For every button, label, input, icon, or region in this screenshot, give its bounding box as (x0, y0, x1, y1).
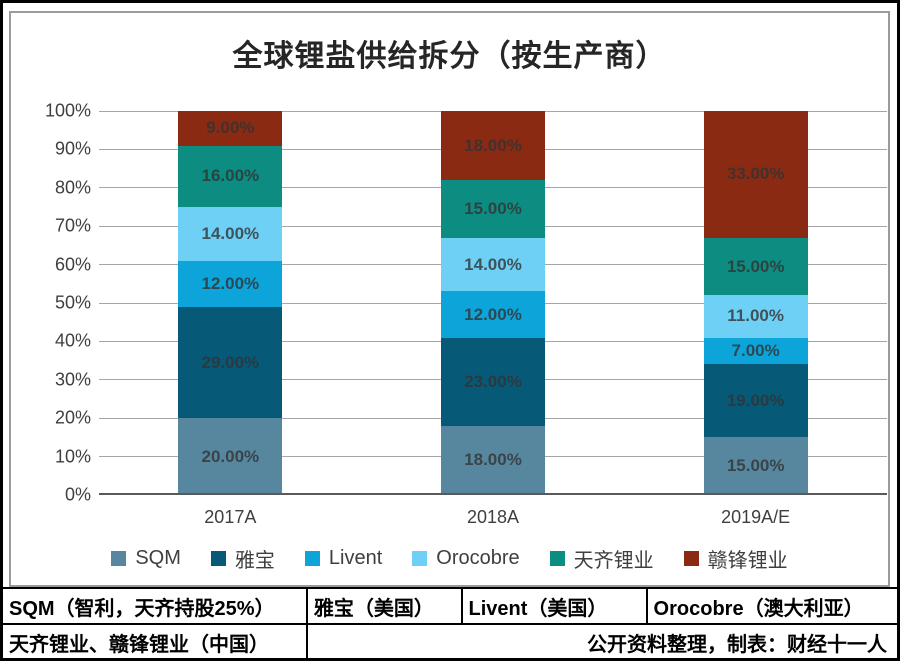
legend-item: 天齐锂业 (549, 544, 654, 573)
bar-segment: 7.00% (703, 337, 808, 365)
y-axis-label: 90% (54, 138, 91, 159)
bar-segment: 18.00% (441, 111, 545, 181)
bar-segment: 20.00% (178, 418, 283, 495)
bar-segment: 19.00% (703, 364, 808, 438)
y-axis-label: 40% (54, 330, 91, 351)
bar-segment-label: 15.00% (726, 256, 785, 276)
bar-segment: 23.00% (441, 337, 545, 426)
bar-segment-label: 14.00% (464, 254, 522, 274)
bar-segment-label: 9.00% (206, 118, 255, 138)
bar-segment-label: 33.00% (726, 164, 785, 184)
y-axis-label: 50% (54, 292, 91, 313)
legend-label: 赣锋锂业 (707, 550, 788, 572)
legend-swatch-icon (111, 551, 127, 566)
legend-swatch-icon (683, 551, 699, 566)
bar-segment-label: 11.00% (727, 306, 785, 326)
bar-segment-label: 23.00% (464, 371, 522, 391)
bar-segment: 14.00% (441, 237, 545, 292)
bar-segment-label: 15.00% (726, 456, 785, 476)
bar-segment-label: 12.00% (464, 304, 522, 324)
source-table: SQM（智利，天齐持股25%） 雅宝（美国） Livent（美国） Orocob… (3, 587, 897, 658)
x-axis-line (99, 493, 887, 495)
legend-swatch-icon (549, 551, 565, 566)
bar-segment: 14.00% (178, 207, 283, 261)
table-cell-yabao: 雅宝（美国） (308, 589, 463, 623)
bar-segment: 15.00% (703, 437, 808, 495)
bar-segment-label: 18.00% (464, 135, 522, 155)
bar-segment: 18.00% (441, 425, 545, 495)
bar-segment: 29.00% (178, 306, 283, 419)
gridline (99, 110, 887, 112)
chart-title: 全球锂盐供给拆分（按生产商） (232, 40, 667, 73)
bar-segment: 15.00% (441, 180, 545, 238)
table-cell-sqm: SQM（智利，天齐持股25%） (3, 589, 308, 623)
bar-segment-label: 19.00% (726, 390, 785, 410)
bar-segment-label: 15.00% (464, 198, 522, 218)
y-axis-label: 100% (44, 100, 91, 121)
table-cell-orocobre: Orocobre（澳大利亚） (653, 597, 864, 620)
bar-segment: 33.00% (703, 111, 808, 238)
x-axis-label: 2017A (204, 507, 257, 527)
table-row: SQM（智利，天齐持股25%） 雅宝（美国） Livent（美国） Orocob… (3, 589, 897, 625)
legend-label: SQM (135, 547, 181, 569)
legend-item: Livent (304, 547, 383, 570)
legend-label: Orocobre (436, 547, 520, 569)
x-axis-label: 2019A/E (721, 507, 791, 527)
chart-panel: 全球锂盐供给拆分（按生产商） 0% 10% 20% 30% 40% 50% 60% 70% 80… (9, 11, 890, 587)
bar-segment-label: 18.00% (464, 450, 522, 470)
bar-segment: 15.00% (703, 237, 808, 296)
bar-2018A: 18.00% 23.00% 12.00% 14.00% 15.00% 18.00% (441, 111, 545, 495)
plot-area: 0% 10% 20% 30% 40% 50% 60% 70% 80% 90% 100% 20.00% 2… (45, 101, 887, 527)
y-axis-label: 80% (54, 177, 91, 198)
bar-segment-label: 29.00% (201, 352, 260, 372)
legend-swatch-icon (210, 551, 226, 566)
table-cell-china-producers: 天齐锂业、赣锋锂业（中国） (3, 625, 308, 658)
bar-segment-label: 14.00% (201, 223, 260, 243)
table-cell-livent: Livent（美国） (463, 589, 648, 623)
bar-segment: 11.00% (703, 295, 808, 338)
x-axis-label: 2018A (466, 507, 520, 527)
table-cell-source-credit: 公开资料整理，制表：财经十一人 (587, 634, 887, 656)
legend-item: Orocobre (412, 547, 520, 570)
legend-label: 雅宝 (234, 550, 275, 572)
bar-segment: 16.00% (178, 145, 283, 207)
y-axis-label: 0% (64, 484, 91, 505)
bar-segment: 9.00% (178, 111, 283, 146)
y-axis-label: 70% (54, 215, 91, 236)
legend-label: 天齐锂业 (573, 550, 654, 572)
y-axis-label: 20% (54, 407, 91, 428)
legend-item: 雅宝 (210, 544, 275, 573)
legend-label: Livent (328, 547, 383, 569)
y-axis-label: 30% (54, 369, 91, 390)
table-row: 天齐锂业、赣锋锂业（中国） 公开资料整理，制表：财经十一人 (3, 625, 897, 658)
legend: SQM 雅宝 Livent Orocobre 天齐锂业 赣锋锂业 (11, 544, 888, 573)
bar-segment-label: 20.00% (201, 446, 260, 466)
bar-segment-label: 7.00% (731, 341, 780, 361)
legend-item: SQM (111, 547, 181, 570)
legend-swatch-icon (304, 551, 320, 566)
y-axis-label: 60% (54, 254, 91, 275)
bar-2017A: 20.00% 29.00% 12.00% 14.00% 16.00% 9.00% (178, 111, 283, 495)
bar-segment-label: 12.00% (201, 273, 260, 293)
bar-segment: 12.00% (178, 260, 283, 307)
bar-segment: 12.00% (441, 291, 545, 338)
bar-segment-label: 16.00% (201, 166, 260, 186)
legend-item: 赣锋锂业 (683, 544, 788, 573)
y-axis-label: 10% (54, 446, 91, 467)
legend-swatch-icon (412, 551, 428, 566)
bar-2019A/E: 15.00% 19.00% 7.00% 11.00% 15.00% 33.00% (703, 111, 808, 495)
